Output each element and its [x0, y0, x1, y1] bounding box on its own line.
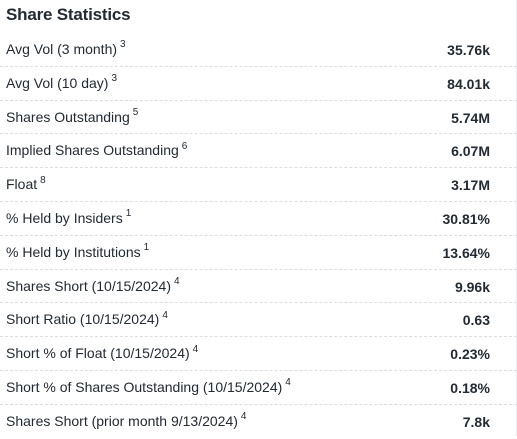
row-label: % Held by Insiders 1: [6, 208, 132, 226]
row-label-text: Avg Vol (10 day): [6, 74, 109, 91]
row-label-text: Short % of Shares Outstanding (10/15/202…: [6, 378, 283, 395]
row-label-text: % Held by Institutions: [6, 243, 141, 260]
table-row-short-percent-of-float: Short % of Float (10/15/2024) 4 0.23%: [0, 337, 517, 371]
row-label-text: Float: [6, 176, 38, 193]
table-row-shares-short-prior-month: Shares Short (prior month 9/13/2024) 4 7.…: [0, 405, 517, 439]
table-row-float: Float 8 3.17M: [0, 168, 517, 202]
row-value: 7.8k: [462, 413, 490, 430]
statistics-table: Avg Vol (3 month) 3 35.76k Avg Vol (10 da…: [0, 33, 517, 439]
row-value: 0.18%: [450, 379, 490, 396]
row-value: 0.63: [462, 312, 490, 329]
row-label: Short % of Float (10/15/2024) 4: [6, 343, 199, 362]
table-row-shares-outstanding: Shares Outstanding 5 5.74M: [0, 101, 517, 135]
row-value: 5.74M: [451, 109, 490, 126]
table-row-avg-vol-10-day: Avg Vol (10 day) 3 84.01k: [0, 67, 517, 101]
row-label-text: Short Ratio (10/15/2024): [6, 311, 160, 328]
row-value: 3.17M: [451, 177, 490, 194]
footnote-marker: 3: [111, 73, 118, 85]
table-row-short-ratio: Short Ratio (10/15/2024) 4 0.63: [0, 303, 517, 338]
row-label: % Held by Institutions 1: [6, 242, 150, 260]
row-value: 13.64%: [442, 244, 490, 261]
row-label: Avg Vol (10 day) 3: [6, 73, 118, 91]
row-label: Implied Shares Outstanding 6: [6, 140, 188, 159]
row-label-text: Shares Short (prior month 9/13/2024): [6, 412, 238, 429]
footnote-marker: 3: [120, 39, 126, 51]
row-value: 30.81%: [442, 210, 490, 227]
footnote-marker: 6: [181, 140, 188, 152]
table-row-held-by-insiders: % Held by Insiders 1 30.81%: [0, 202, 517, 236]
row-label: Short % of Shares Outstanding (10/15/202…: [6, 377, 291, 395]
row-label: Shares Short (prior month 9/13/2024) 4: [6, 411, 247, 429]
footnote-marker: 4: [192, 343, 199, 355]
footnote-marker: 4: [174, 275, 180, 287]
table-row-short-percent-of-shares-outstanding: Short % of Shares Outstanding (10/15/202…: [0, 371, 517, 405]
row-value: 6.07M: [451, 143, 490, 160]
row-label: Float 8: [6, 174, 46, 193]
section-title: Share Statistics: [6, 5, 131, 24]
footnote-marker: 4: [162, 309, 168, 321]
row-label: Shares Short (10/15/2024) 4: [6, 275, 180, 294]
footnote-marker: 8: [40, 174, 46, 186]
row-value: 9.96k: [454, 278, 490, 295]
row-label: Avg Vol (3 month) 3: [6, 39, 126, 57]
footnote-marker: 1: [125, 208, 132, 220]
footnote-marker: 4: [240, 411, 247, 423]
row-value: 0.23%: [450, 346, 490, 363]
table-row-implied-shares-outstanding: Implied Shares Outstanding 6 6.07M: [0, 134, 517, 169]
footnote-marker: 1: [143, 242, 150, 254]
row-label-text: Avg Vol (3 month): [6, 41, 118, 57]
row-label: Short Ratio (10/15/2024) 4: [6, 309, 168, 328]
table-row-avg-vol-3-month: Avg Vol (3 month) 3 35.76k: [0, 33, 517, 67]
table-row-shares-short: Shares Short (10/15/2024) 4 9.96k: [0, 270, 517, 304]
row-label-text: Short % of Float (10/15/2024): [6, 345, 190, 362]
row-label-text: Implied Shares Outstanding: [6, 142, 179, 159]
footnote-marker: 4: [285, 377, 291, 389]
row-label-text: Shares Outstanding: [6, 108, 130, 125]
row-value: 35.76k: [447, 42, 490, 58]
row-label-text: Shares Short (10/15/2024): [6, 277, 171, 294]
row-label: Shares Outstanding 5: [6, 106, 139, 125]
row-label-text: % Held by Insiders: [6, 209, 123, 226]
table-row-held-by-institutions: % Held by Institutions 1 13.64%: [0, 236, 517, 270]
row-value: 84.01k: [447, 75, 490, 92]
footnote-marker: 5: [132, 106, 139, 118]
